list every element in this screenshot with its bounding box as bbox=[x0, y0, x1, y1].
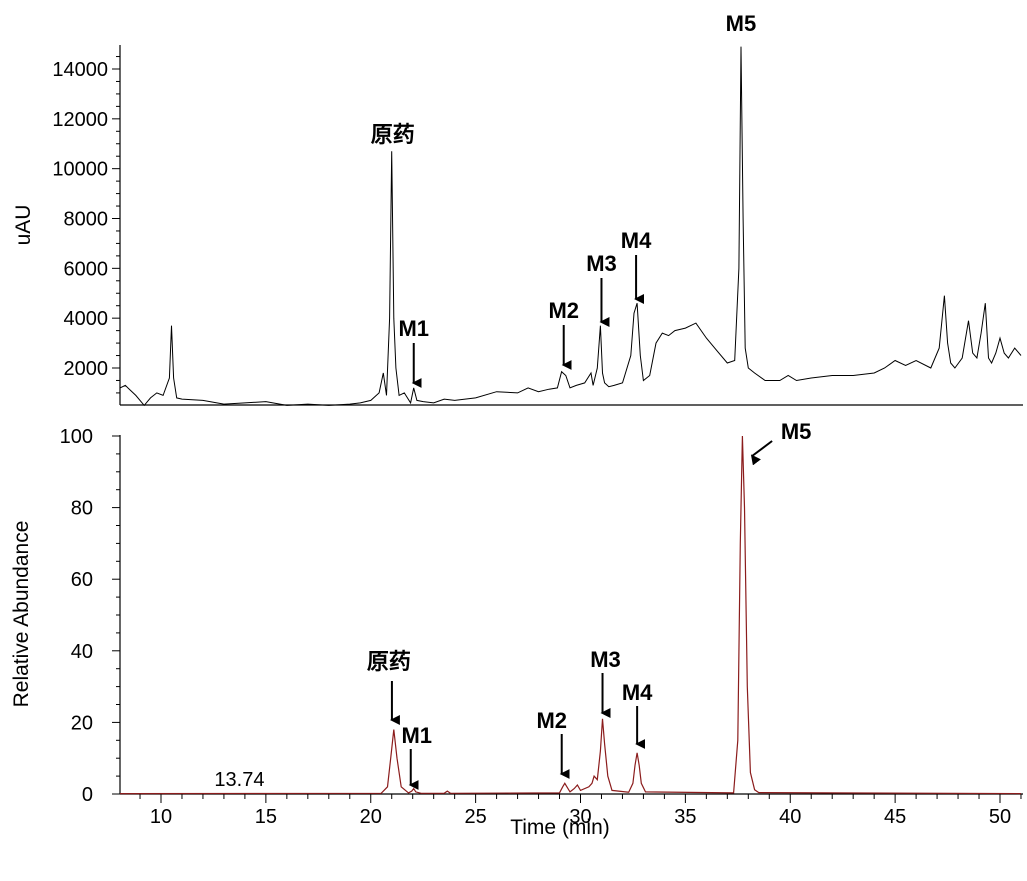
uv-y-tick-label: 4000 bbox=[64, 308, 109, 330]
ms-x-tick-label: 40 bbox=[779, 806, 801, 828]
ms-y-tick-label: 80 bbox=[71, 498, 93, 520]
uv-y-tick-label: 6000 bbox=[64, 258, 109, 280]
ms-x-tick-label: 45 bbox=[884, 806, 906, 828]
uv-y-tick-label: 10000 bbox=[52, 159, 108, 181]
uv-peak-label: M5 bbox=[726, 11, 757, 36]
uv-y-tick-label: 12000 bbox=[52, 109, 108, 131]
ms-peak-label: M3 bbox=[590, 647, 621, 672]
uv-y-axis-title: uAU bbox=[12, 205, 35, 246]
ms-series-line bbox=[119, 435, 1022, 795]
ms-y-tick-label: 20 bbox=[71, 712, 93, 734]
uv-y-tick-label: 2000 bbox=[64, 358, 109, 380]
ms-y-tick-label: 100 bbox=[60, 426, 93, 448]
ms-x-tick-label: 30 bbox=[569, 806, 591, 828]
uv-y-tick-label: 8000 bbox=[64, 209, 109, 231]
uv-peak-label: M3 bbox=[586, 251, 617, 276]
ms-x-tick-label: 50 bbox=[989, 806, 1011, 828]
ms-peak-label: 原药 bbox=[367, 649, 411, 674]
ms-x-tick-label: 20 bbox=[360, 806, 382, 828]
ms-y-tick-label: 0 bbox=[82, 784, 93, 806]
ms-peak-label: M4 bbox=[622, 680, 653, 705]
ms-peak-label: M2 bbox=[536, 708, 567, 733]
ms-x-tick-label: 25 bbox=[465, 806, 487, 828]
ms-y-tick-label: 60 bbox=[71, 569, 93, 591]
ms-y-axis-title: Relative Abundance bbox=[10, 521, 33, 708]
uv-peak-label: M2 bbox=[548, 298, 579, 323]
ms-peak-label: M5 bbox=[781, 419, 812, 444]
ms-x-tick-label: 10 bbox=[150, 806, 172, 828]
ms-x-axis-title: Time (min) bbox=[510, 816, 610, 839]
uv-peak-label: M4 bbox=[621, 228, 652, 253]
ms-x-tick-label: 15 bbox=[255, 806, 277, 828]
uv-panel: 2000 4000 6000 8000 10000 12000 14000 原药 M1 M2 M3… bbox=[12, 11, 1023, 407]
ms-y-tick-label: 40 bbox=[71, 641, 93, 663]
ms-x-tick-label: 35 bbox=[674, 806, 696, 828]
uv-peak-label: M1 bbox=[398, 316, 429, 341]
uv-series-line bbox=[119, 46, 1022, 407]
uv-y-tick-label: 14000 bbox=[52, 59, 108, 81]
uv-peak-label: 原药 bbox=[371, 122, 415, 147]
ms-panel: 0 20 40 60 80 100 10 15 20 25 30 35 40 45 50 原药 M1 M2 M3… bbox=[10, 419, 1023, 839]
ms-peak-label: M1 bbox=[401, 723, 432, 748]
ms-peak-arrow bbox=[750, 440, 773, 466]
ms-peak-rt-label: 13.74 bbox=[214, 769, 264, 791]
